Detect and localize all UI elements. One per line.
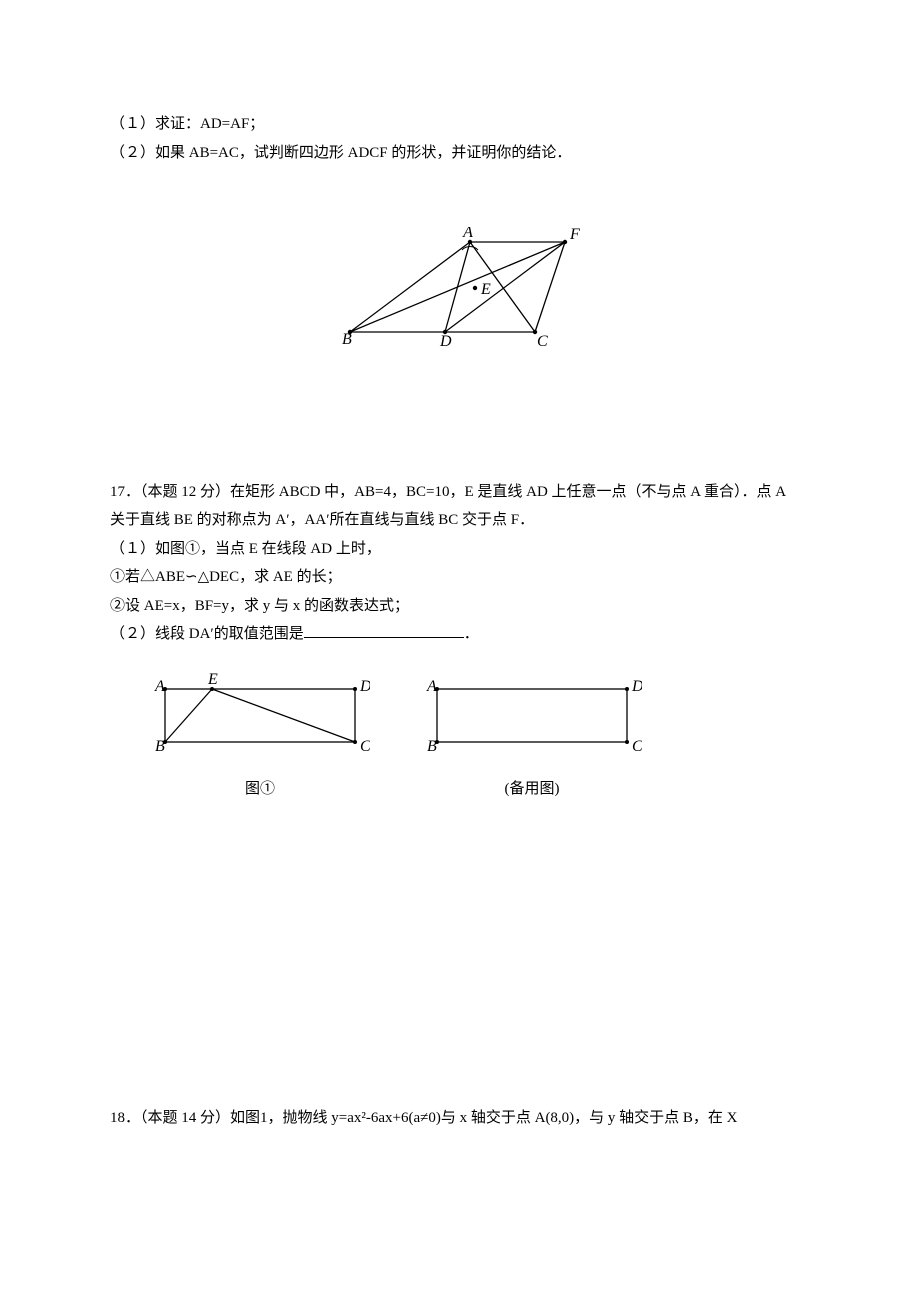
q16-diagram: A F B D C E (340, 227, 580, 347)
q17-p2-suffix: ． (464, 626, 479, 642)
f2-D: D (631, 678, 642, 695)
q17-intro2: 关于直线 BE 的对称点为 A′，AA′所在直线与直线 BC 交于点 F． (110, 506, 810, 535)
f2-C: C (632, 738, 642, 755)
f1-D: D (359, 678, 370, 695)
footer-left (170, 1255, 234, 1278)
page: （１）求证：AD=AF； （２）如果 AB=AC，试判断四边形 ADCF 的形状… (0, 0, 920, 1302)
f1-C: C (360, 738, 370, 755)
q17-figure-2: A D B C (备用图) (422, 671, 642, 804)
q16-diagram-container: A F B D C E (110, 227, 810, 358)
q17-p1b: ②设 AE=x，BF=y，求 y 与 x 的函数表达式； (110, 592, 810, 621)
f2-A: A (426, 678, 437, 695)
label-D: D (439, 333, 452, 347)
q17-p2-prefix: （２）线段 DA′的取值范围是 (110, 626, 304, 642)
f1-A: A (154, 678, 165, 695)
q17-intro1: 17．（本题 12 分）在矩形 ABCD 中，AB=4，BC=10，E 是直线 … (110, 478, 810, 507)
label-E: E (480, 281, 491, 298)
q16-part1: （１）求证：AD=AF； (110, 110, 810, 139)
q17-blank (304, 637, 464, 638)
q17-p2: （２）线段 DA′的取值范围是 ． (110, 620, 810, 649)
q17-figure-row: A E D B C 图① A D B (150, 671, 810, 804)
q17-fig2-caption: (备用图) (422, 775, 642, 804)
f2-B: B (427, 738, 437, 755)
q17-p1a: ①若△ABE∽△DEC，求 AE 的长； (110, 563, 810, 592)
q17-fig2-svg: A D B C (422, 671, 642, 761)
label-A: A (462, 227, 473, 241)
q16-part2: （２）如果 AB=AC，试判断四边形 ADCF 的形状，并证明你的结论． (110, 139, 810, 168)
f1-E: E (207, 671, 218, 688)
q18-intro: 18．（本题 14 分）如图1，抛物线 y=ax²-6ax+6(a≠0)与 x … (110, 1104, 810, 1133)
footer-right (652, 1255, 750, 1278)
label-B: B (342, 331, 352, 347)
q17-fig1-caption: 图① (150, 775, 370, 804)
label-C: C (537, 333, 548, 347)
q17-figure-1: A E D B C 图① (150, 671, 370, 804)
q17-fig1-svg: A E D B C (150, 671, 370, 761)
f1-B: B (155, 738, 165, 755)
q17-p1: （１）如图①，当点 E 在线段 AD 上时， (110, 535, 810, 564)
label-F: F (569, 227, 580, 243)
